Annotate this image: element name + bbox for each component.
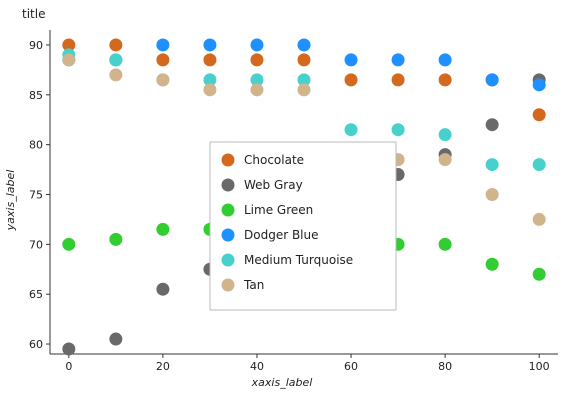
y-tick-label: 60: [29, 338, 43, 351]
data-point: [250, 73, 264, 87]
data-point: [250, 83, 264, 97]
data-point: [344, 123, 358, 137]
data-point: [532, 212, 546, 226]
data-point: [532, 108, 546, 122]
y-tick-label: 65: [29, 288, 43, 301]
data-point: [156, 282, 170, 296]
data-point: [391, 123, 405, 137]
x-tick-label: 100: [529, 360, 550, 373]
data-point: [156, 53, 170, 67]
data-point: [62, 237, 76, 251]
legend-label: Tan: [243, 278, 264, 292]
data-point: [250, 53, 264, 67]
data-point: [109, 332, 123, 346]
data-point: [344, 73, 358, 87]
data-point: [532, 158, 546, 172]
legend-box: [209, 141, 397, 311]
data-point: [203, 38, 217, 52]
legend-label: Web Gray: [244, 178, 303, 192]
data-point: [203, 53, 217, 67]
legend-swatch: [221, 203, 235, 217]
x-tick-label: 0: [65, 360, 72, 373]
legend-label: Chocolate: [244, 153, 304, 167]
data-point: [344, 53, 358, 67]
legend: Chocolate Web Gray Lime Green Dodger Blue Me…: [209, 141, 397, 311]
data-point: [297, 73, 311, 87]
x-tick-label: 60: [344, 360, 358, 373]
x-axis-label: xaxis_label: [251, 376, 313, 389]
y-tick-label: 80: [29, 139, 43, 152]
legend-label: Medium Turquoise: [244, 253, 353, 267]
data-point: [297, 38, 311, 52]
data-point: [109, 68, 123, 82]
x-axis: 0 20 40 60 80 100: [50, 353, 558, 373]
data-point: [438, 128, 452, 142]
data-point: [109, 38, 123, 52]
legend-label: Dodger Blue: [244, 228, 319, 242]
data-point: [391, 73, 405, 87]
legend-swatch: [221, 228, 235, 242]
data-point: [438, 53, 452, 67]
legend-swatch: [221, 253, 235, 267]
data-point: [485, 73, 499, 87]
data-point: [250, 38, 264, 52]
chart-title: title: [22, 7, 45, 21]
data-point: [156, 38, 170, 52]
legend-label: Lime Green: [244, 203, 313, 217]
x-tick-label: 20: [156, 360, 170, 373]
data-point: [62, 38, 76, 52]
y-tick-label: 90: [29, 39, 43, 52]
data-point: [156, 73, 170, 87]
data-point: [109, 232, 123, 246]
data-point: [485, 118, 499, 132]
data-point: [438, 237, 452, 251]
data-point: [297, 53, 311, 67]
data-point: [485, 158, 499, 172]
legend-swatch: [221, 153, 235, 167]
x-tick-label: 80: [438, 360, 452, 373]
data-point: [532, 267, 546, 281]
data-point: [438, 153, 452, 167]
y-tick-label: 75: [29, 188, 43, 201]
data-point: [62, 53, 76, 67]
data-point: [297, 83, 311, 97]
y-axis: 60 65 70 75 80 85 90: [29, 30, 51, 354]
data-point: [532, 78, 546, 92]
data-point: [156, 222, 170, 236]
legend-swatch: [221, 178, 235, 192]
x-tick-label: 40: [250, 360, 264, 373]
data-point: [203, 73, 217, 87]
data-point: [485, 187, 499, 201]
data-point: [203, 83, 217, 97]
data-point: [438, 73, 452, 87]
y-axis-label: yaxis_label: [4, 170, 17, 232]
y-tick-label: 70: [29, 238, 43, 251]
legend-swatch: [221, 278, 235, 292]
y-tick-label: 85: [29, 89, 43, 102]
data-point: [485, 257, 499, 271]
data-point: [62, 342, 76, 356]
data-point: [109, 53, 123, 67]
data-point: [391, 53, 405, 67]
